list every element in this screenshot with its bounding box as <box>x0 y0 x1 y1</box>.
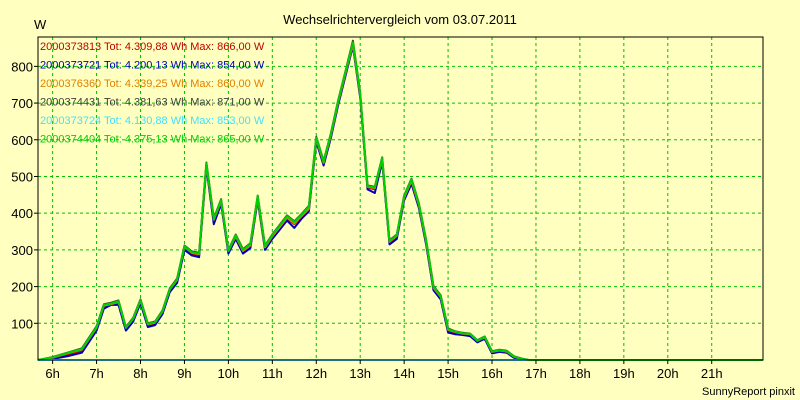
x-tick-label: 17h <box>525 366 547 381</box>
y-tick-label: 800 <box>11 59 33 74</box>
footer-credit: SunnyReport pinxit <box>702 386 795 398</box>
chart-title: Wechselrichtervergleich vom 03.07.2011 <box>283 12 517 27</box>
x-tick-label: 8h <box>133 366 147 381</box>
x-tick-label: 16h <box>481 366 503 381</box>
y-tick-label: 400 <box>11 206 33 221</box>
legend-entry-2000374431: 2000374431 Tot: 4.381,63 Wh Max: 871,00 … <box>40 97 265 109</box>
x-tick-label: 7h <box>89 366 103 381</box>
legend-entry-2000374404: 2000374404 Tot: 4.375,13 Wh Max: 865,00 … <box>40 134 265 146</box>
plot-area <box>38 37 763 360</box>
x-tick-label: 13h <box>349 366 371 381</box>
axes <box>37 36 764 361</box>
x-tick-label: 11h <box>262 366 283 381</box>
tick-labels: 6h 7h 8h 9h 10h 11h 12h 13h 14h 15h 16h 17h 18h 19h 20… <box>11 59 722 381</box>
plot-frame <box>37 36 764 361</box>
x-tick-label: 21h <box>701 366 723 381</box>
legend-entry-2000373724: 2000373724 Tot: 4.130,88 Wh Max: 853,00 … <box>40 115 265 127</box>
legend: 2000373813 Tot: 4.309,88 Wh Max: 866,00 … <box>40 41 265 146</box>
y-tick-label: 500 <box>11 169 33 184</box>
legend-entry-2000373813: 2000373813 Tot: 4.309,88 Wh Max: 866,00 … <box>40 41 265 53</box>
legend-entry-2000373721: 2000373721 Tot: 4.200,13 Wh Max: 854,00 … <box>40 60 265 72</box>
y-tick-label: 300 <box>11 243 33 258</box>
x-tick-label: 18h <box>569 366 591 381</box>
x-tick-label: 6h <box>45 366 59 381</box>
x-tick-label: 12h <box>305 366 327 381</box>
x-tick-label: 9h <box>177 366 191 381</box>
y-tick-label: 100 <box>11 316 33 331</box>
x-tick-label: 10h <box>218 366 240 381</box>
y-tick-label: 600 <box>11 133 33 148</box>
x-tick-label: 19h <box>613 366 635 381</box>
x-tick-label: 20h <box>657 366 679 381</box>
x-tick-label: 15h <box>437 366 459 381</box>
y-tick-label: 700 <box>11 96 33 111</box>
y-tick-label: 200 <box>11 280 33 295</box>
y-axis-unit: W <box>34 17 47 32</box>
x-tick-label: 14h <box>393 366 415 381</box>
legend-entry-2000376360: 2000376360 Tot: 4.339,25 Wh Max: 860,00 … <box>40 78 265 90</box>
